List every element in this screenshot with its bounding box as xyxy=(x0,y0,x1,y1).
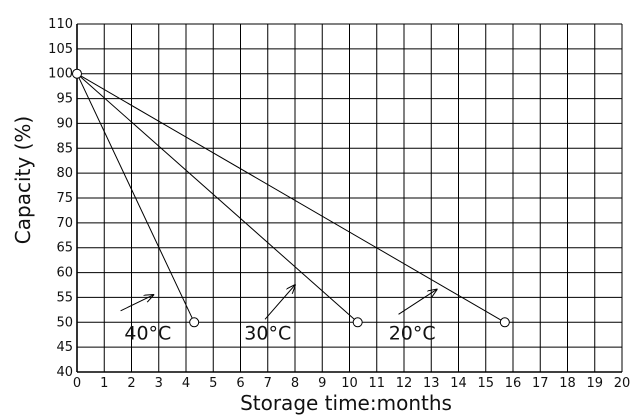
y-tick-labels: 40 45 50 55 60 65 70 75 80 85 90 95 100 105 110 xyxy=(48,17,73,380)
x-tick-label: 11 xyxy=(368,376,385,391)
x-tick-label: 13 xyxy=(423,376,440,391)
y-tick-label: 100 xyxy=(48,67,73,82)
x-axis-title: Storage time:months xyxy=(240,391,452,415)
y-axis-title: Capacity (%) xyxy=(11,116,35,244)
x-tick-label: 16 xyxy=(505,376,522,391)
series-lines xyxy=(72,68,510,328)
series-line xyxy=(76,73,195,323)
y-tick-label: 110 xyxy=(48,17,73,32)
temperature-label: 20°C xyxy=(389,323,436,345)
series-line xyxy=(76,73,359,323)
x-tick-label: 19 xyxy=(586,376,603,391)
y-tick-label: 70 xyxy=(56,216,73,231)
x-tick-label: 4 xyxy=(182,376,190,391)
y-tick-label: 60 xyxy=(56,266,73,281)
annotation-arrow xyxy=(264,285,295,320)
grid xyxy=(76,23,623,373)
y-tick-label: 75 xyxy=(56,191,73,206)
x-tick-label: 2 xyxy=(127,376,135,391)
y-tick-label: 40 xyxy=(56,365,73,380)
series-end-marker xyxy=(352,317,363,328)
y-tick-label: 55 xyxy=(56,290,73,305)
series-end-marker xyxy=(499,317,510,328)
y-tick-label: 95 xyxy=(56,92,73,107)
x-tick-label: 5 xyxy=(209,376,217,391)
x-tick-label: 18 xyxy=(559,376,576,391)
temperature-label: 30°C xyxy=(244,323,291,345)
y-tick-label: 85 xyxy=(56,141,73,156)
temperature-label: 40°C xyxy=(124,323,171,345)
y-tick-label: 80 xyxy=(56,166,73,181)
x-tick-label: 17 xyxy=(532,376,549,391)
series-start-marker xyxy=(72,68,82,79)
x-tick-label: 20 xyxy=(614,376,631,391)
y-tick-label: 45 xyxy=(56,340,73,355)
x-tick-label: 3 xyxy=(155,376,163,391)
x-tick-label: 7 xyxy=(264,376,272,391)
x-tick-labels: 0 1 2 3 4 5 6 7 8 9 10 11 12 13 14 15 16 17 18 19 20 xyxy=(73,376,630,391)
y-tick-label: 65 xyxy=(56,241,73,256)
y-tick-label: 50 xyxy=(56,315,73,330)
annotation-arrow xyxy=(398,289,437,315)
annotations: 40°C 30°C 20°C xyxy=(120,285,437,345)
series-end-marker xyxy=(189,317,200,328)
x-tick-label: 1 xyxy=(100,376,108,391)
x-tick-label: 14 xyxy=(450,376,467,391)
y-tick-label: 105 xyxy=(48,42,73,57)
x-tick-label: 6 xyxy=(236,376,244,391)
x-tick-label: 10 xyxy=(341,376,358,391)
x-tick-label: 12 xyxy=(396,376,413,391)
y-tick-label: 90 xyxy=(56,116,73,131)
x-tick-label: 8 xyxy=(291,376,299,391)
annotation-arrow xyxy=(120,295,154,312)
x-tick-label: 15 xyxy=(477,376,494,391)
series-line xyxy=(76,73,506,323)
x-tick-label: 9 xyxy=(318,376,326,391)
x-tick-label: 0 xyxy=(73,376,81,391)
